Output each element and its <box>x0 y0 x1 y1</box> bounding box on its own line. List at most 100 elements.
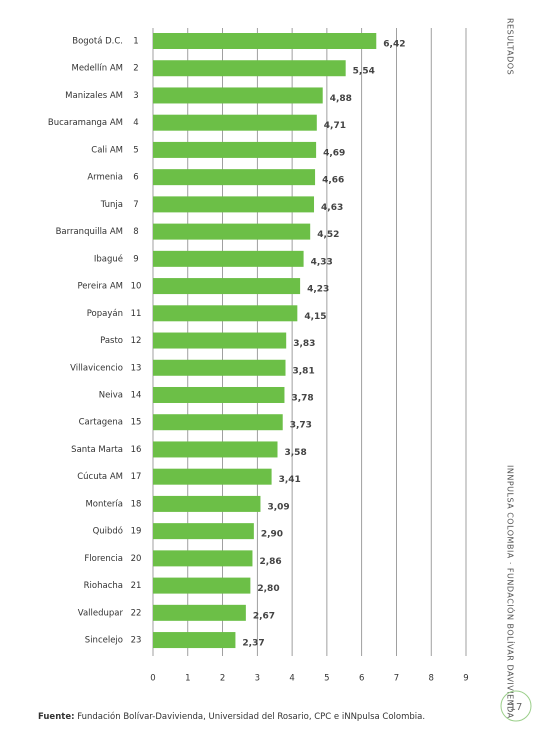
x-tick-label: 5 <box>324 674 329 684</box>
category-label: Medellín AM <box>71 64 123 74</box>
rank-label: 12 <box>131 336 142 346</box>
category-label: Cúcuta AM <box>77 472 123 482</box>
bar <box>153 441 278 458</box>
category-label: Villavicencio <box>70 363 123 373</box>
category-label: Pasto <box>100 336 123 346</box>
source-label: Fuente: <box>38 712 74 722</box>
value-label: 5,54 <box>353 67 375 77</box>
category-label: Sincelejo <box>85 636 123 646</box>
category-label: Neiva <box>99 390 123 400</box>
x-tick-label: 7 <box>394 674 399 684</box>
category-label: Santa Marta <box>71 445 123 455</box>
x-tick-label: 6 <box>359 674 364 684</box>
side-footer: INNPULSA COLOMBIA · FUNDACIÓN BOLÍVAR DA… <box>506 465 517 719</box>
bar <box>153 468 272 485</box>
bar <box>153 169 316 186</box>
source-note: Fuente: Fundación Bolívar-Davivienda, Un… <box>38 711 425 722</box>
category-label: Tunja <box>100 200 123 210</box>
rank-label: 1 <box>133 37 138 47</box>
rank-label: 15 <box>131 418 142 428</box>
bar <box>153 114 317 131</box>
category-label: Ibagué <box>94 253 123 264</box>
category-label: Florencia <box>84 554 123 564</box>
bar <box>153 33 377 49</box>
value-label: 6,42 <box>383 40 405 50</box>
value-label: 2,67 <box>253 611 275 621</box>
bar <box>153 386 285 403</box>
value-label: 4,69 <box>323 148 345 158</box>
category-label: Armenia <box>87 173 123 183</box>
category-label: Bogotá D.C. <box>72 37 123 47</box>
category-label: Valledupar <box>78 608 124 618</box>
x-tick-label: 3 <box>255 674 260 684</box>
value-label: 4,66 <box>322 176 344 186</box>
x-tick-label: 9 <box>463 674 468 684</box>
rank-label: 22 <box>131 608 142 618</box>
value-label: 4,15 <box>304 312 326 322</box>
bar <box>153 523 254 540</box>
value-label: 4,52 <box>317 230 339 240</box>
bar <box>153 250 304 267</box>
value-label: 2,80 <box>257 584 279 594</box>
value-label: 2,86 <box>259 557 281 567</box>
value-label: 3,58 <box>285 448 307 458</box>
rank-label: 16 <box>131 445 142 455</box>
value-label: 3,09 <box>267 502 289 512</box>
bar <box>153 632 236 649</box>
rank-label: 2 <box>133 64 138 74</box>
category-label: Quibdó <box>93 526 123 537</box>
bar <box>153 141 317 158</box>
value-label: 4,33 <box>311 257 333 267</box>
category-label: Riohacha <box>84 581 123 591</box>
category-label: Pereira AM <box>77 282 123 292</box>
rank-label: 23 <box>131 636 142 646</box>
page-number: 17 <box>510 702 523 713</box>
bar <box>153 495 261 512</box>
value-label: 3,73 <box>290 421 312 431</box>
x-tick-label: 2 <box>220 674 225 684</box>
source-text: Fundación Bolívar-Davivienda, Universida… <box>77 711 425 722</box>
x-tick-label: 4 <box>289 674 294 684</box>
rank-label: 17 <box>131 472 142 482</box>
rank-label: 21 <box>131 581 142 591</box>
bar <box>153 87 323 104</box>
rank-label: 6 <box>133 173 138 183</box>
x-tick-label: 1 <box>185 674 190 684</box>
rank-label: 18 <box>131 499 142 509</box>
value-label: 4,63 <box>321 203 343 213</box>
rank-label: 9 <box>133 254 138 264</box>
value-label: 2,37 <box>242 639 264 649</box>
bar <box>153 332 287 349</box>
bar <box>153 223 311 240</box>
rank-label: 5 <box>133 145 138 155</box>
value-label: 4,23 <box>307 285 329 295</box>
rank-label: 3 <box>133 91 138 101</box>
rank-label: 19 <box>131 527 142 537</box>
bar <box>153 278 301 295</box>
bar <box>153 196 315 213</box>
value-label: 4,88 <box>330 94 352 104</box>
rank-label: 8 <box>133 227 138 237</box>
value-label: 3,78 <box>291 393 313 403</box>
bar <box>153 414 283 431</box>
category-label: Barranquilla AM <box>56 227 123 237</box>
rank-label: 14 <box>131 390 142 400</box>
bar <box>153 550 253 567</box>
category-label: Manizales AM <box>65 91 123 101</box>
category-label: Bucaramanga AM <box>48 118 123 128</box>
page-number-circle <box>500 690 532 722</box>
rank-label: 10 <box>131 282 142 292</box>
category-label: Montería <box>85 499 123 509</box>
value-label: 2,90 <box>261 530 283 540</box>
x-tick-label: 8 <box>429 674 434 684</box>
side-header: RESULTADOS <box>506 18 515 75</box>
value-label: 3,81 <box>293 366 315 376</box>
rank-label: 11 <box>131 309 142 319</box>
bar <box>153 604 246 621</box>
value-label: 3,83 <box>293 339 315 349</box>
value-label: 4,71 <box>324 121 346 131</box>
rank-label: 20 <box>131 554 142 564</box>
rank-label: 4 <box>133 118 138 128</box>
